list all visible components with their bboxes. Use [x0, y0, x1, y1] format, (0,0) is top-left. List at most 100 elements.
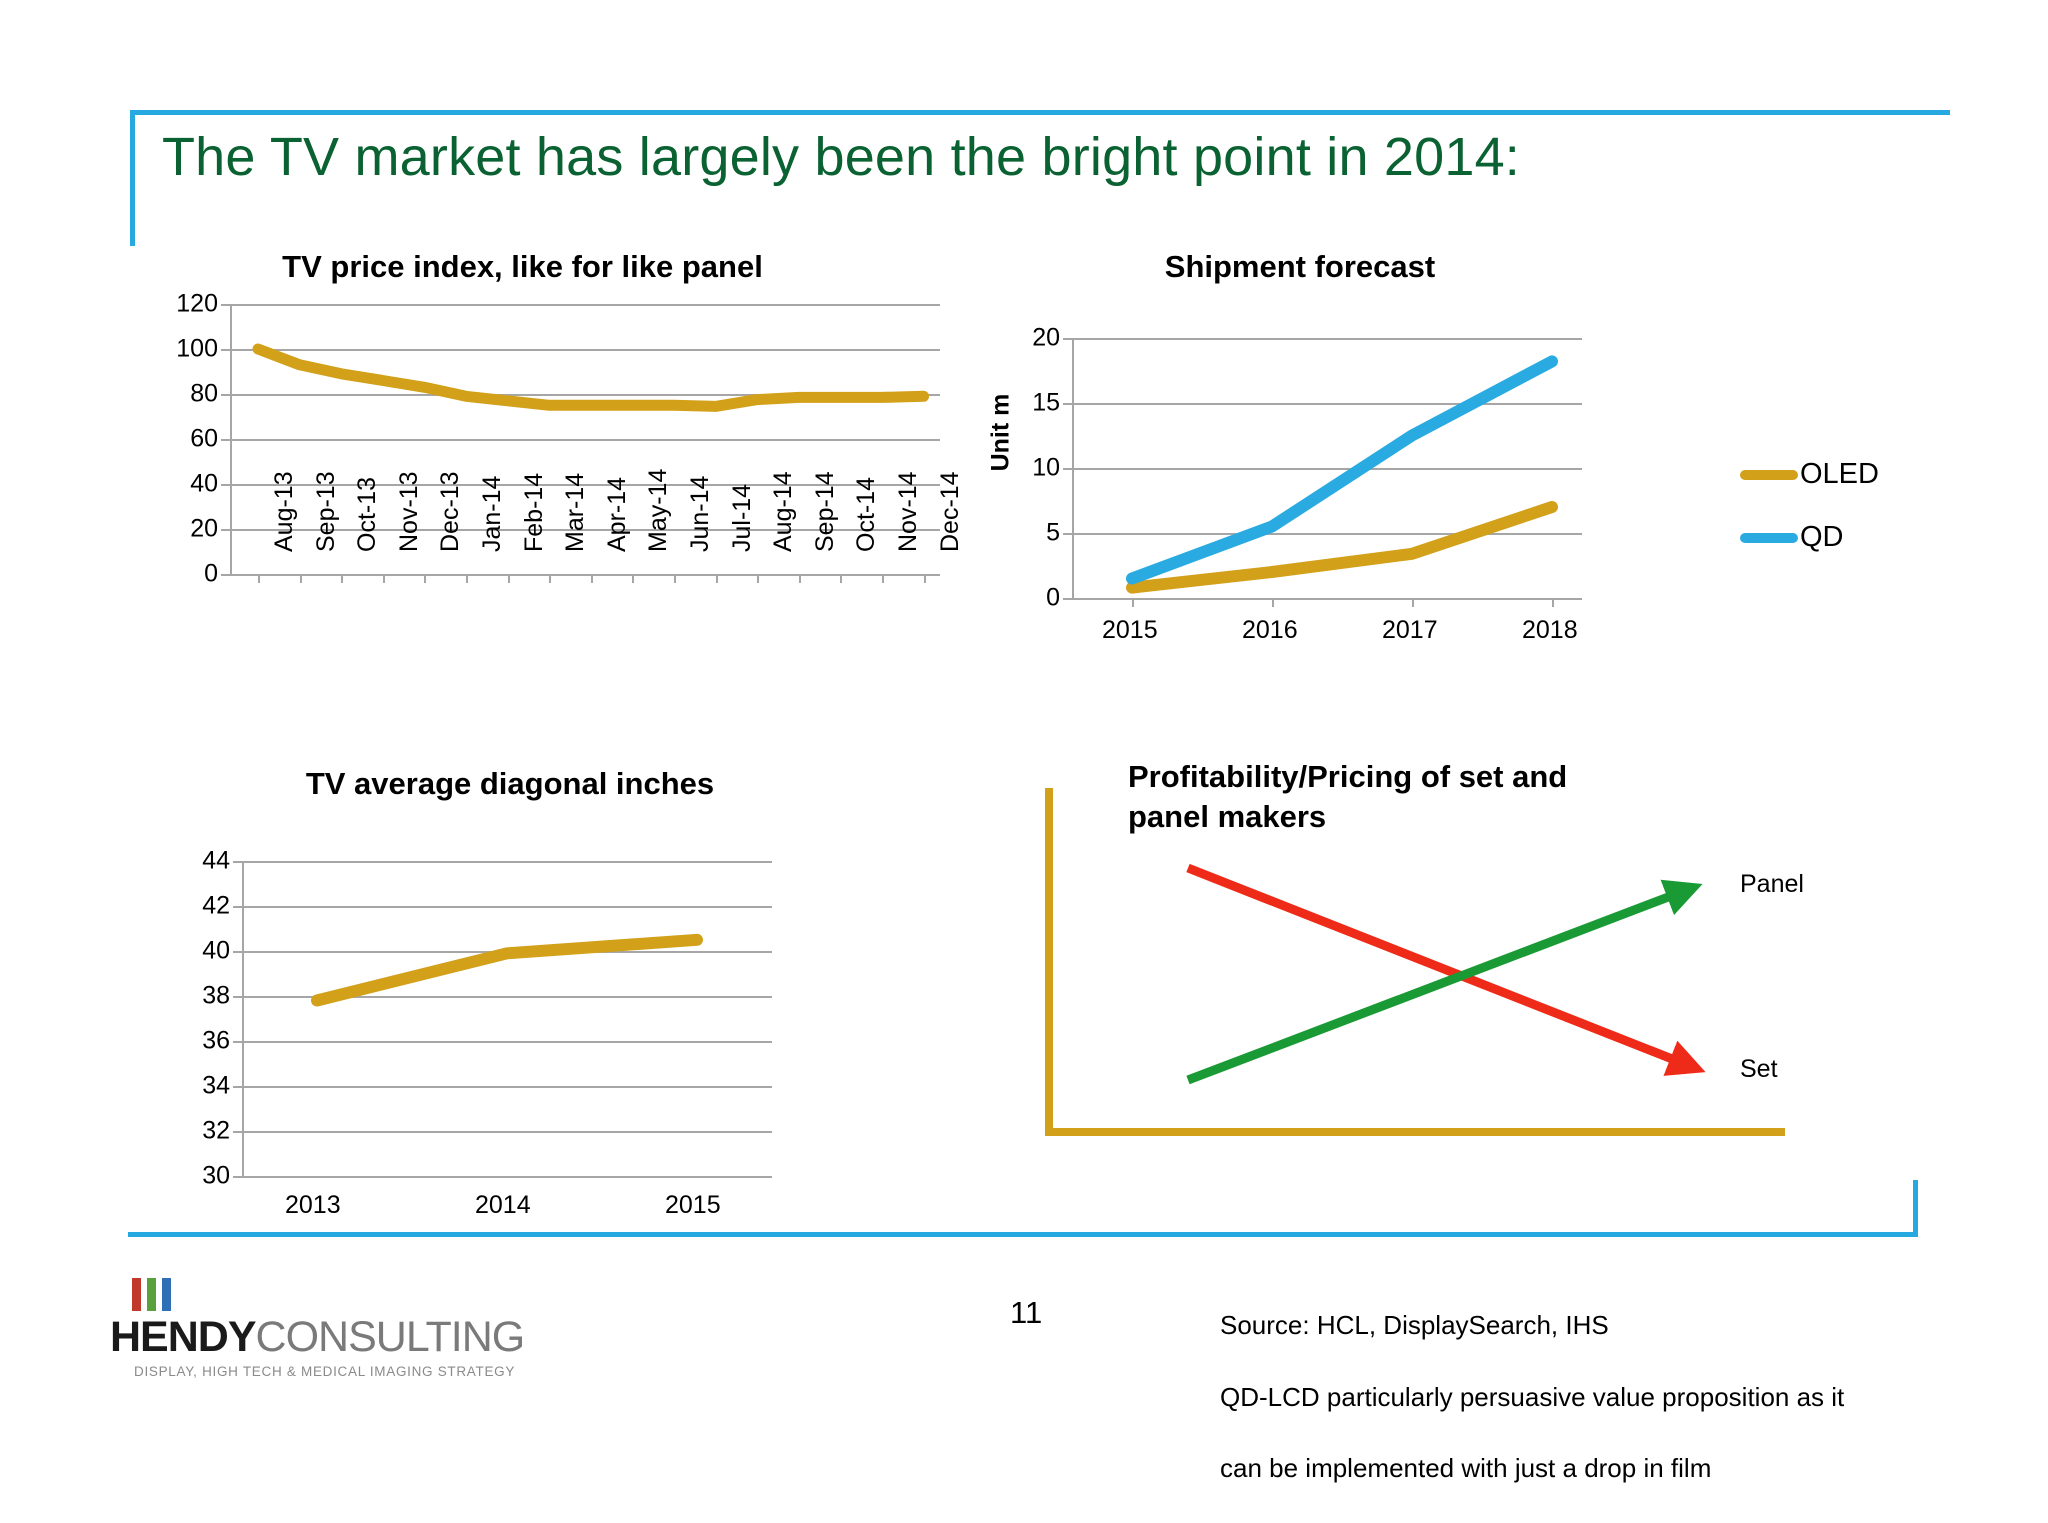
y-tick-label: 0: [204, 559, 218, 588]
set-arrow: [1186, 863, 1706, 1076]
gridline: [1072, 467, 1582, 470]
y-tick-label: 32: [202, 1116, 230, 1145]
y-tick-label: 5: [1046, 518, 1060, 547]
y-tick-label: 38: [202, 981, 230, 1010]
x-tick-label: 2018: [1522, 615, 1578, 644]
frame-bottom-line: [128, 1232, 1918, 1237]
y-tickmark: [233, 860, 242, 863]
y-tickmark: [233, 1040, 242, 1043]
y-tickmark: [233, 905, 242, 908]
y-tick-label: 40: [202, 936, 230, 965]
gridline: [242, 1085, 772, 1088]
y-tick-label: 34: [202, 1071, 230, 1100]
y-tick-label: 10: [1032, 453, 1060, 482]
diagram-title-line1: Profitability/Pricing of set and: [1128, 759, 1568, 794]
gridline: [230, 393, 940, 396]
panel-arrow: [1186, 879, 1703, 1085]
y-tick-label: 20: [1032, 323, 1060, 352]
gridline: [230, 348, 940, 351]
y-tickmark: [1063, 337, 1072, 340]
chart-tv-average-diagonal: TV average diagonal inches 44 42 40 38 3…: [160, 765, 920, 1219]
diagram-y-axis: [1045, 788, 1053, 1133]
x-tickmark: [757, 573, 760, 583]
y-tick-label: 30: [202, 1161, 230, 1190]
series-line-qd: [1126, 355, 1558, 585]
plot-area-tv-average-diagonal: 44 42 40 38 36 34 32 30 2013 2014 2015: [202, 846, 772, 1219]
x-tickmark: [840, 573, 843, 583]
gridline: [1072, 597, 1582, 600]
logo-bar-green: [147, 1278, 156, 1311]
legend-swatch-qd: [1740, 532, 1798, 543]
x-tick-label: Aug-14: [769, 471, 798, 552]
y-tickmark: [233, 1175, 242, 1178]
company-logo: HENDY CONSULTING DISPLAY, HIGH TECH & ME…: [110, 1278, 526, 1379]
page-title: The TV market has largely been the brigh…: [162, 127, 1521, 187]
x-tickmark: [590, 573, 593, 583]
gridline: [242, 995, 772, 998]
x-tick-label: Mar-14: [561, 472, 590, 552]
x-tickmark: [382, 573, 385, 583]
y-tick-label: 120: [176, 289, 218, 318]
gridline: [230, 483, 940, 486]
x-tickmark: [1412, 597, 1414, 607]
x-tick-label: 2015: [665, 1190, 721, 1219]
source-line: Source: HCL, DisplaySearch, IHS: [1220, 1309, 1609, 1340]
page-number: 11: [1010, 1295, 1043, 1330]
legend-shipment-forecast: OLED QD: [1740, 458, 1879, 584]
panel-arrow-label: Panel: [1740, 870, 1804, 898]
x-tick-label: Jun-14: [686, 475, 714, 552]
logo-bar-blue: [162, 1278, 171, 1311]
diagram-arrows: [1186, 863, 1706, 1085]
diagram-profitability-pricing: Profitability/Pricing of set and panel m…: [1040, 750, 1900, 1200]
x-tickmark: [258, 573, 260, 583]
chart-shipment-forecast: Shipment forecast Unit m 20 15 10 5 0 20…: [986, 248, 1879, 644]
logo-tagline: DISPLAY, HIGH TECH & MEDICAL IMAGING STR…: [134, 1364, 516, 1379]
gridline: [1072, 402, 1582, 405]
chart-title-tv-price-index: TV price index, like for like panel: [282, 249, 763, 284]
x-tickmark: [632, 573, 635, 583]
y-axis-line: [230, 303, 232, 574]
x-tick-label: May-14: [644, 468, 673, 552]
y-tick-label: 42: [202, 891, 230, 920]
legend-item-qd[interactable]: QD: [1740, 521, 1879, 554]
set-arrow-label: Set: [1740, 1055, 1778, 1083]
x-tick-label: Nov-13: [394, 471, 423, 552]
y-tickmark: [1063, 467, 1072, 470]
y-tickmark: [221, 438, 230, 441]
x-tick-label: 2017: [1382, 615, 1438, 644]
y-tick-label: 44: [202, 846, 230, 875]
gridline: [242, 1040, 772, 1043]
y-tickmark: [1063, 532, 1072, 535]
y-tick-label: 15: [1032, 388, 1060, 417]
y-tickmark: [233, 995, 242, 998]
y-tickmark: [221, 573, 230, 576]
source-note: Source: HCL, DisplaySearch, IHS QD-LCD p…: [1220, 1272, 1920, 1523]
x-tickmark: [1132, 597, 1134, 607]
x-tickmark: [341, 573, 344, 583]
series-line-diagonal: [311, 933, 703, 1007]
plot-area-shipment-forecast: 20 15 10 5 0 2015 2016 2017 2018: [1032, 323, 1582, 644]
y-tick-label: 40: [190, 469, 218, 498]
x-tick-label: Nov-14: [894, 471, 922, 552]
logo-name-light: CONSULTING: [255, 1313, 526, 1361]
y-tick-label: 80: [190, 379, 218, 408]
gridline: [230, 438, 940, 441]
plot-area-tv-price-index: 120 100 80 60 40 20 0: [176, 289, 940, 587]
x-tick-label: Dec-14: [935, 471, 964, 552]
y-tick-label: 0: [1046, 583, 1060, 612]
x-tick-label: 2014: [475, 1190, 531, 1219]
x-tickmark: [923, 573, 926, 583]
y-tickmark: [221, 348, 230, 351]
series-lines-shipment: [1126, 355, 1558, 594]
x-tick-label: Oct-14: [852, 476, 881, 552]
legend-item-oled[interactable]: OLED: [1740, 458, 1879, 491]
y-axis-line: [242, 860, 244, 1176]
gridline: [242, 1130, 772, 1133]
chart-title-shipment-forecast: Shipment forecast: [1164, 249, 1436, 284]
x-tickmark: [299, 573, 302, 583]
x-tickmark: [798, 573, 801, 583]
y-tick-label: 100: [176, 334, 218, 363]
x-tick-label: Aug-13: [270, 471, 298, 552]
x-tick-label: Sep-13: [311, 471, 340, 552]
x-tick-label: 2013: [285, 1190, 341, 1219]
